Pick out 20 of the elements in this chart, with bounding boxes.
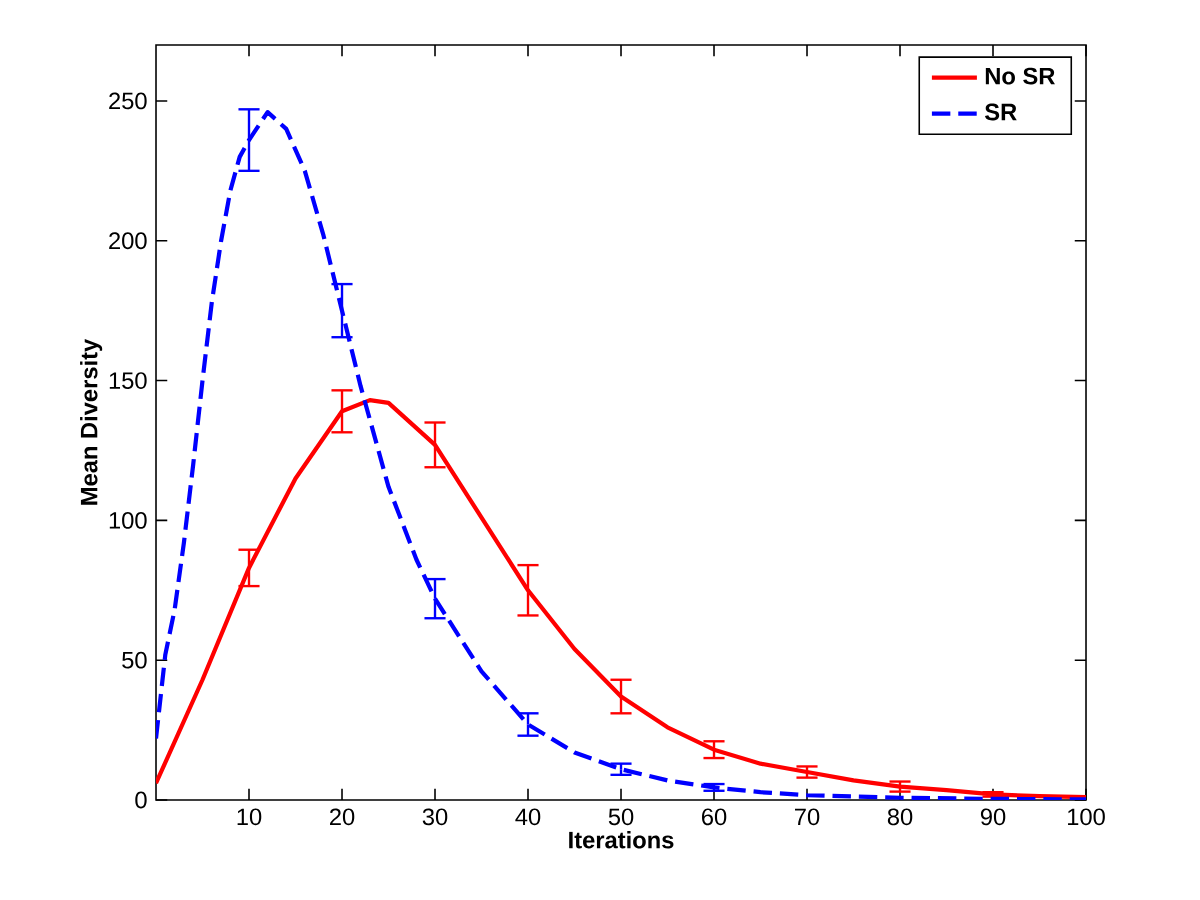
y-axis-title: Mean Diversity (80, 338, 103, 505)
x-axis-title: Iterations (569, 831, 674, 849)
x-tick-label: 90 (980, 808, 1006, 826)
x-tick-label: 30 (422, 808, 448, 826)
x-tick-label: 20 (330, 808, 355, 826)
x-tick-label: 80 (887, 808, 913, 826)
x-tick-label: 60 (702, 808, 727, 826)
x-tick-label: 50 (608, 808, 634, 826)
x-tick-label: 70 (795, 808, 820, 826)
y-tick-label: 200 (109, 232, 147, 250)
y-tick-label: 50 (122, 651, 147, 669)
y-tick-label: 100 (109, 511, 147, 529)
x-tick-label: 40 (515, 808, 541, 826)
x-tick-label: 100 (1068, 808, 1105, 826)
legend-label: SR (984, 103, 1017, 121)
legend-label: No SR (985, 67, 1055, 85)
y-tick-label: 150 (109, 372, 147, 389)
y-tick-label: 250 (109, 92, 147, 110)
x-tick-label: 10 (237, 808, 262, 826)
y-tick-label: 0 (135, 791, 147, 809)
